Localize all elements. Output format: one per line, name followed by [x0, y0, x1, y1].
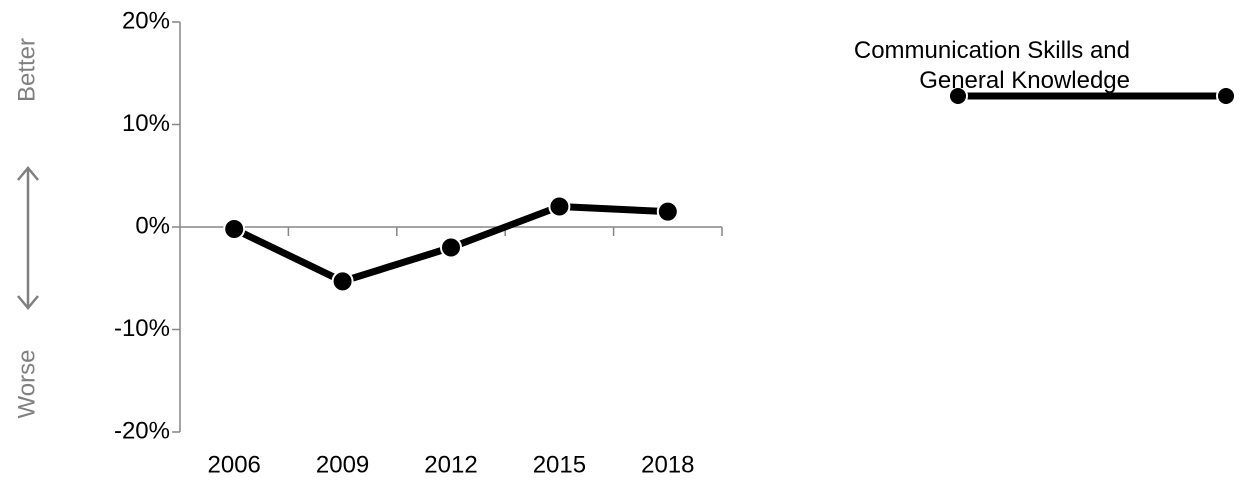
worse-label: Worse	[13, 350, 40, 419]
data-point	[656, 200, 679, 223]
direction-arrow	[17, 166, 39, 310]
x-tick-label: 2015	[533, 451, 586, 478]
data-point	[548, 195, 571, 218]
legend-label: Communication Skills and General Knowled…	[853, 37, 1130, 94]
y-tick-label: -10%	[114, 315, 170, 342]
better-label: Better	[13, 38, 40, 102]
data-point	[440, 236, 462, 259]
y-tick-label: 20%	[122, 7, 170, 34]
y-tick-label: 0%	[135, 212, 170, 239]
x-tick-label: 2018	[641, 451, 694, 478]
legend-swatch-point	[1216, 86, 1236, 106]
legend-swatch-point	[948, 86, 968, 106]
y-tick-label: -20%	[114, 417, 170, 444]
x-tick-label: 2006	[208, 451, 261, 478]
x-tick-label: 2012	[424, 451, 477, 478]
data-point	[331, 270, 354, 293]
x-tick-label: 2009	[316, 451, 369, 478]
y-tick-label: 10%	[122, 110, 170, 137]
data-point	[223, 218, 246, 241]
